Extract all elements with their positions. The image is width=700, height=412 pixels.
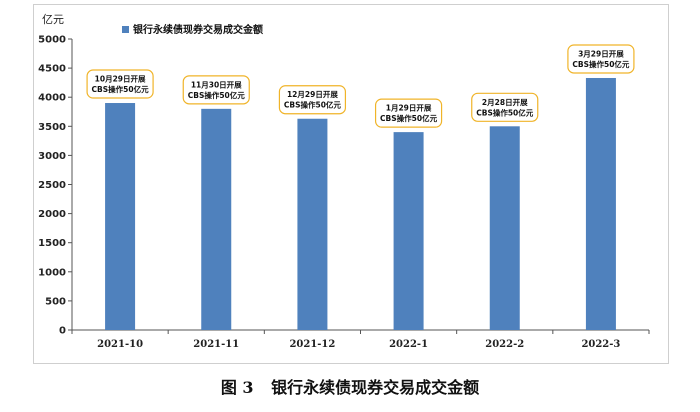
axes: 亿元 0 500 1000 1500 2000 2500 3000 3500 4000 4500 50…: [38, 13, 650, 350]
x-tick-label: 2021-12: [289, 339, 335, 350]
annotation-line1: 2月28日开展: [482, 98, 528, 107]
chart-frame: 亿元 0 500 1000 1500 2000 2500 3000 3500 4000 4500 50…: [33, 4, 669, 364]
bars: [105, 77, 616, 331]
annotation-line2: CBS操作50亿元: [188, 90, 246, 100]
y-axis-label: 亿元: [42, 13, 64, 26]
annotation-box: [374, 98, 443, 128]
y-tick-label: 4000: [38, 93, 66, 104]
x-tick-label: 2021-11: [193, 339, 239, 350]
y-tick-label: 5000: [38, 35, 66, 46]
x-tick-label: 2021-10: [97, 339, 143, 350]
annotation-line2: CBS操作50亿元: [92, 84, 150, 94]
figure-label: 图 3: [220, 378, 254, 397]
bar-chart: 亿元 0 500 1000 1500 2000 2500 3000 3500 4000 4500 50…: [38, 13, 650, 350]
bar-2021-11: [201, 108, 232, 330]
annotation-line1: 1月29日开展: [386, 104, 432, 113]
annotation-box: [567, 44, 635, 74]
bar-2022-3: [585, 77, 616, 330]
y-tick-label: 500: [45, 296, 66, 307]
annotation-line1: 12月29日开展: [287, 90, 338, 99]
figure-caption: 图 3 银行永续债现券交易成交金额: [0, 374, 700, 398]
annotation-box: [471, 92, 539, 122]
annotation-box: [86, 69, 154, 99]
annotation-line1: 11月30日开展: [191, 80, 242, 89]
y-tick-label: 4500: [38, 64, 66, 75]
bar-2022-1: [393, 132, 424, 330]
annotation-box: [182, 75, 250, 105]
annotation-line1: 3月29日开展: [578, 49, 624, 58]
y-tick-label: 0: [59, 326, 66, 337]
y-tick-label: 2500: [38, 180, 66, 191]
y-tick-label: 1000: [38, 267, 66, 278]
annotation-line1: 10月29日开展: [95, 75, 146, 84]
bar-2022-2: [489, 126, 520, 330]
y-tick-label: 2000: [38, 209, 66, 220]
x-tick-label: 2022-3: [581, 339, 620, 350]
annotation-line2: CBS操作50亿元: [572, 59, 630, 69]
annotation-line2: CBS操作50亿元: [284, 100, 342, 110]
legend-swatch: [122, 26, 129, 33]
legend: 银行永续债现券交易成交金额: [122, 23, 263, 36]
y-tick-label: 3500: [38, 122, 66, 133]
x-tick-label: 2022-1: [389, 339, 428, 350]
figure-title: 银行永续债现券交易成交金额: [271, 378, 480, 397]
bar-2021-12: [297, 118, 328, 330]
y-tick-label: 1500: [38, 238, 66, 249]
y-tick-label: 3000: [38, 151, 66, 162]
annotation-line2: CBS操作50亿元: [476, 107, 534, 117]
x-tick-label: 2022-2: [485, 339, 524, 350]
annotation-box: [278, 85, 347, 115]
bar-2021-10: [105, 103, 136, 331]
annotation-line2: CBS操作50亿元: [380, 113, 438, 123]
legend-label: 银行永续债现券交易成交金额: [133, 23, 263, 36]
